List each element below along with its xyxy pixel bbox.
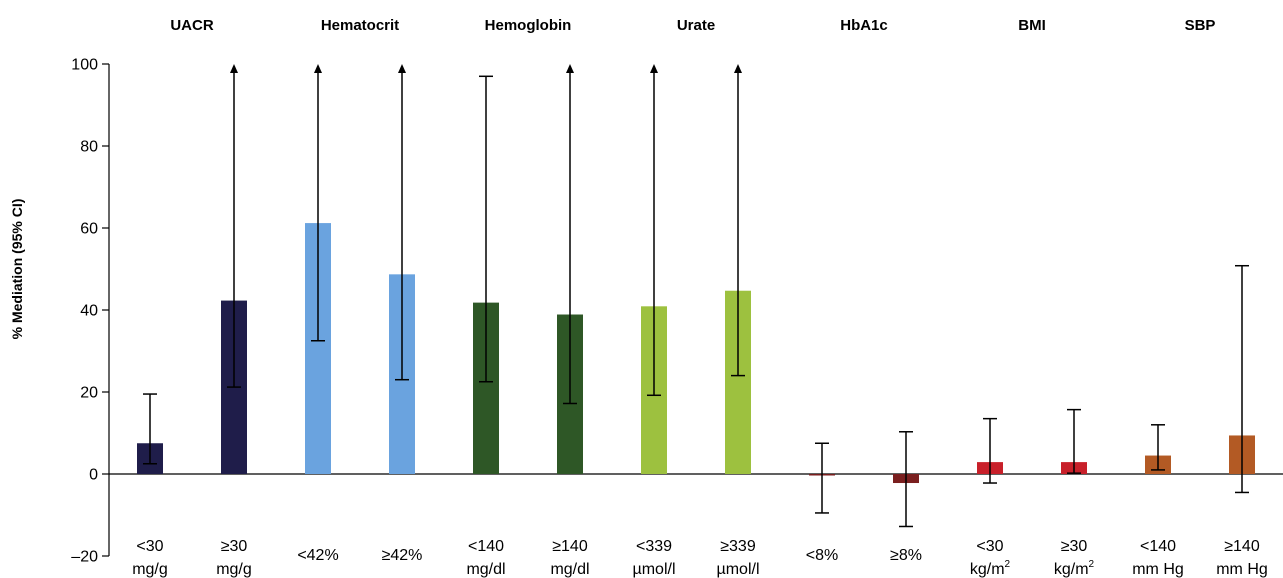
y-tick-label: 100 <box>71 57 98 74</box>
category-label: ≥8% <box>890 547 922 564</box>
category-label: ≥140 mm Hg <box>1216 538 1268 578</box>
category-labels: <30 mg/g ≥30 mg/g <42% ≥42% <140 mg/dl ≥140 mg/dl… <box>132 538 1268 578</box>
category-label: <339 µmol/l <box>633 538 676 578</box>
error-bar <box>983 417 997 484</box>
error-bar <box>1151 424 1165 471</box>
error-bar <box>563 64 577 405</box>
error-bar <box>899 431 913 528</box>
category-label: <42% <box>297 547 338 564</box>
ci-arrowhead <box>566 64 574 73</box>
error-bar <box>1235 264 1249 494</box>
error-bar <box>731 64 745 377</box>
error-bar <box>479 75 493 383</box>
error-bar <box>1067 408 1081 474</box>
category-label: ≥30 mg/g <box>216 538 252 578</box>
group-title: SBP <box>1185 17 1216 34</box>
y-tick-label: 60 <box>80 221 98 238</box>
group-title: Hemoglobin <box>485 17 572 34</box>
y-tick-label: 80 <box>80 139 98 156</box>
y-tick-label: –20 <box>71 549 98 566</box>
category-label: <30 kg/m2 <box>970 538 1011 578</box>
group-title: UACR <box>170 17 213 34</box>
group-title: Urate <box>677 17 715 34</box>
ci-arrowhead <box>314 64 322 73</box>
ci-arrowhead <box>230 64 238 73</box>
y-tick-label: 20 <box>80 385 98 402</box>
category-label: <140 mm Hg <box>1132 538 1184 578</box>
error-bar <box>311 64 325 342</box>
category-label: <140 mg/dl <box>466 538 505 578</box>
y-tick-label: 40 <box>80 303 98 320</box>
ci-arrowhead <box>650 64 658 73</box>
ci-arrowhead <box>734 64 742 73</box>
category-label: ≥42% <box>382 547 423 564</box>
ci-arrowhead <box>398 64 406 73</box>
category-label: <8% <box>806 547 838 564</box>
error-bar <box>815 442 829 514</box>
error-bar <box>227 64 241 388</box>
group-title: HbA1c <box>840 17 888 34</box>
category-label: ≥140 mg/dl <box>550 538 589 578</box>
group-title: BMI <box>1018 17 1046 34</box>
y-tick-label: 0 <box>89 467 98 484</box>
category-label: <30 mg/g <box>132 538 168 578</box>
category-label: ≥30 kg/m2 <box>1054 538 1095 578</box>
category-label: ≥339 µmol/l <box>717 538 760 578</box>
error-bars <box>143 64 1249 528</box>
group-titles: UACR Hematocrit Hemoglobin Urate HbA1c BMI SBP <box>170 17 1215 34</box>
error-bar <box>395 64 409 381</box>
y-axis-title: % Mediation (95% CI) <box>9 199 25 340</box>
bars <box>137 223 1255 484</box>
y-axis: 100 80 60 40 20 0 –20 <box>71 57 110 566</box>
error-bar <box>647 64 661 397</box>
error-bar <box>143 393 157 465</box>
group-title: Hematocrit <box>321 17 399 34</box>
